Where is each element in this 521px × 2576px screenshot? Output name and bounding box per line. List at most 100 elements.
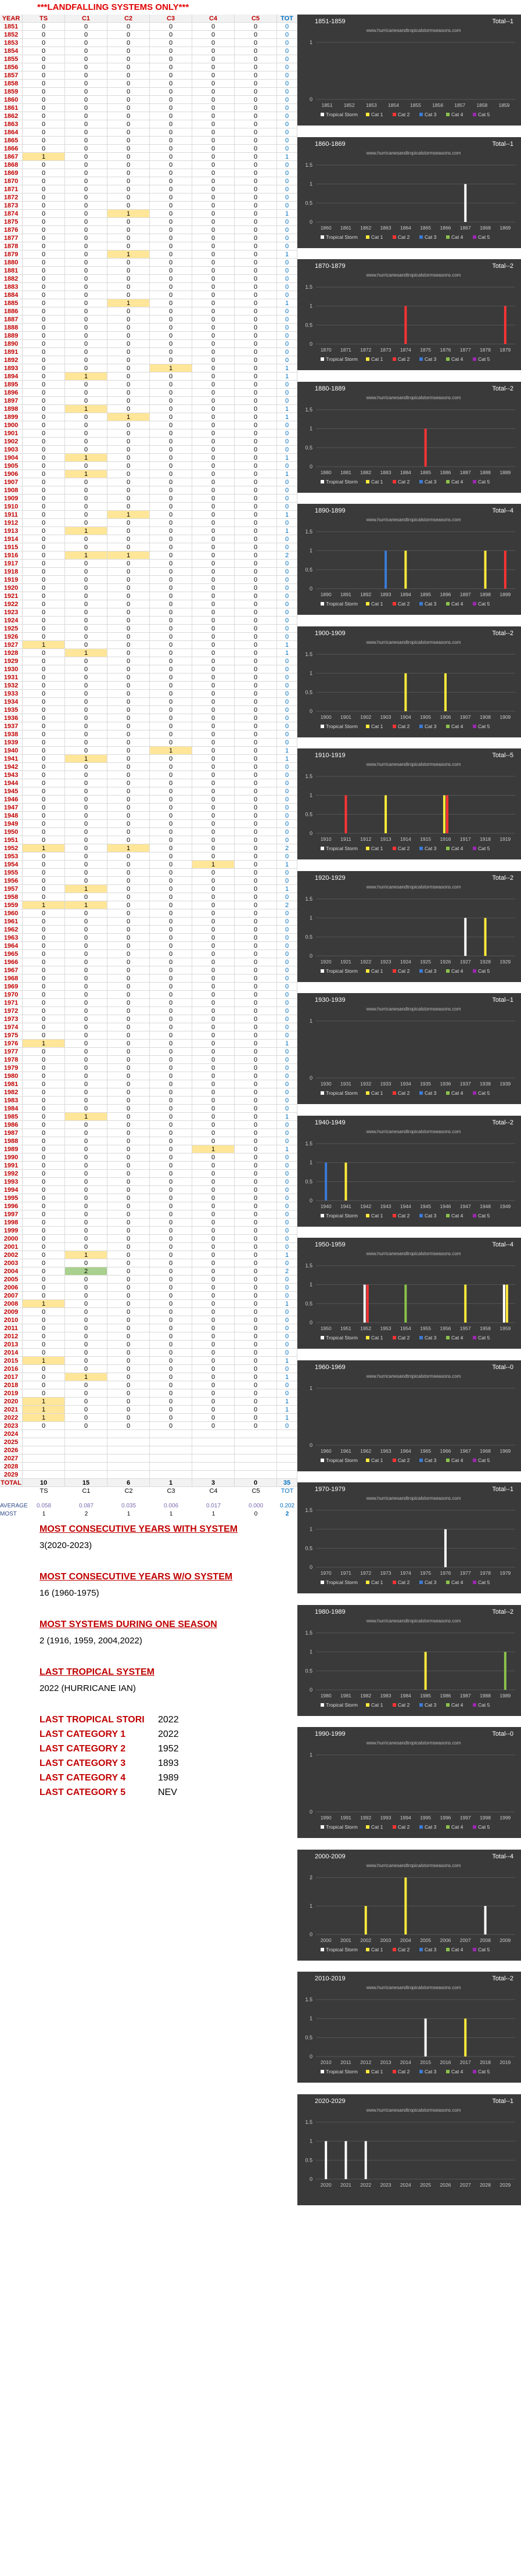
- value-cell: 1: [23, 1406, 65, 1414]
- year-cell: 1931: [0, 673, 23, 682]
- decade-chart: 2010-2019 Total--2 www.hurricanesandtropic…: [297, 1972, 521, 2083]
- value-cell: 0: [107, 23, 150, 31]
- value-cell: 0: [107, 820, 150, 828]
- x-tick-label: 1973: [380, 1570, 391, 1576]
- value-cell: 0: [150, 55, 192, 63]
- value-cell: 0: [107, 1113, 150, 1121]
- year-cell: 2013: [0, 1341, 23, 1349]
- total-cell: 1: [277, 413, 297, 421]
- value-cell: 0: [65, 820, 107, 828]
- chart-website: www.hurricanesandtropicalstormseasons.co…: [366, 1618, 461, 1624]
- legend-label: Cat 2: [398, 1457, 410, 1463]
- value-cell: 0: [192, 1023, 235, 1031]
- value-cell: 0: [235, 128, 277, 137]
- chart-title: 1960-1969: [315, 1364, 346, 1371]
- value-cell: 0: [65, 1414, 107, 1422]
- value-cell: 0: [235, 1381, 277, 1389]
- total-cell: 0: [277, 1227, 297, 1235]
- value-cell: 0: [150, 763, 192, 771]
- value-cell: 0: [192, 226, 235, 234]
- value-cell: 0: [235, 63, 277, 71]
- value-cell: 0: [150, 112, 192, 120]
- value-cell: 0: [235, 47, 277, 55]
- year-cell: 1853: [0, 39, 23, 47]
- value-cell: 0: [23, 1097, 65, 1105]
- value-cell: 0: [192, 348, 235, 356]
- value-cell: 0: [192, 706, 235, 714]
- total-cell: 0: [277, 1186, 297, 1194]
- total-cell: 0: [277, 804, 297, 812]
- value-cell: 0: [235, 71, 277, 80]
- value-cell: 0: [150, 267, 192, 275]
- value-cell: 0: [235, 194, 277, 202]
- value-cell: 0: [23, 730, 65, 739]
- x-tick-label: 1945: [420, 1203, 431, 1209]
- bar: [445, 795, 448, 833]
- value-cell: 0: [150, 560, 192, 568]
- value-cell: 0: [150, 1357, 192, 1365]
- total-cell: 0: [277, 991, 297, 999]
- value-cell: 0: [192, 177, 235, 185]
- legend-swatch: [393, 847, 396, 850]
- legend-swatch: [321, 1825, 324, 1829]
- bar: [344, 2141, 347, 2179]
- legend-label: Cat 5: [478, 1579, 490, 1585]
- value-cell: 1: [107, 250, 150, 259]
- year-cell: 1999: [0, 1227, 23, 1235]
- stat-value: 2022 (HURRICANE IAN): [39, 1683, 136, 1693]
- value-cell: 0: [107, 1341, 150, 1349]
- legend-swatch: [366, 1459, 369, 1462]
- value-cell: 0: [150, 934, 192, 942]
- total-cell: 0: [277, 1389, 297, 1398]
- value-cell: 0: [65, 861, 107, 869]
- value-cell: 0: [65, 88, 107, 96]
- legend-label: Cat 4: [451, 1090, 463, 1096]
- year-cell: 1874: [0, 210, 23, 218]
- value-cell: 0: [23, 1048, 65, 1056]
- value-cell: 0: [65, 324, 107, 332]
- legend-swatch: [393, 725, 396, 728]
- total-cell: 0: [277, 145, 297, 153]
- value-cell: 0: [150, 153, 192, 161]
- value-cell: 0: [23, 332, 65, 340]
- x-tick-label: 1866: [440, 225, 451, 231]
- value-cell: 0: [65, 381, 107, 389]
- value-cell: 0: [23, 1202, 65, 1210]
- value-cell: 0: [235, 462, 277, 470]
- value-cell: 0: [23, 665, 65, 673]
- value-cell: 0: [235, 942, 277, 950]
- value-cell: 1: [107, 511, 150, 519]
- value-cell: 0: [107, 429, 150, 438]
- total-cell: 1: [277, 1300, 297, 1308]
- value-cell: 0: [23, 1243, 65, 1251]
- value-cell: 0: [192, 202, 235, 210]
- x-tick-label: 1993: [380, 1815, 391, 1821]
- value-cell: 0: [65, 869, 107, 877]
- legend-label: Tropical Storm: [326, 112, 358, 117]
- value-cell: 0: [192, 470, 235, 478]
- value-cell: 0: [192, 1292, 235, 1300]
- x-tick-label: 1957: [460, 1325, 471, 1331]
- total-cell: 0: [277, 1235, 297, 1243]
- legend-swatch: [473, 1214, 476, 1217]
- legend-label: Tropical Storm: [326, 356, 358, 362]
- value-cell: 0: [107, 1219, 150, 1227]
- value-cell: 0: [107, 372, 150, 381]
- value-cell: 0: [107, 1145, 150, 1153]
- total-cell: 2: [277, 901, 297, 909]
- value-cell: 0: [107, 909, 150, 918]
- year-cell: 1971: [0, 999, 23, 1007]
- x-tick-label: 2013: [380, 2059, 391, 2065]
- year-cell: 1996: [0, 1202, 23, 1210]
- value-cell: 0: [65, 1040, 107, 1048]
- x-tick-label: 1937: [460, 1081, 471, 1087]
- value-cell: 0: [150, 1341, 192, 1349]
- value-cell: 0: [65, 1357, 107, 1365]
- value-cell: 1: [107, 413, 150, 421]
- value-cell: 0: [65, 169, 107, 177]
- year-cell: 1893: [0, 364, 23, 372]
- value-cell: 0: [235, 796, 277, 804]
- value-cell: 0: [23, 1308, 65, 1316]
- legend-swatch: [366, 1703, 369, 1707]
- x-tick-label: 1895: [420, 592, 431, 597]
